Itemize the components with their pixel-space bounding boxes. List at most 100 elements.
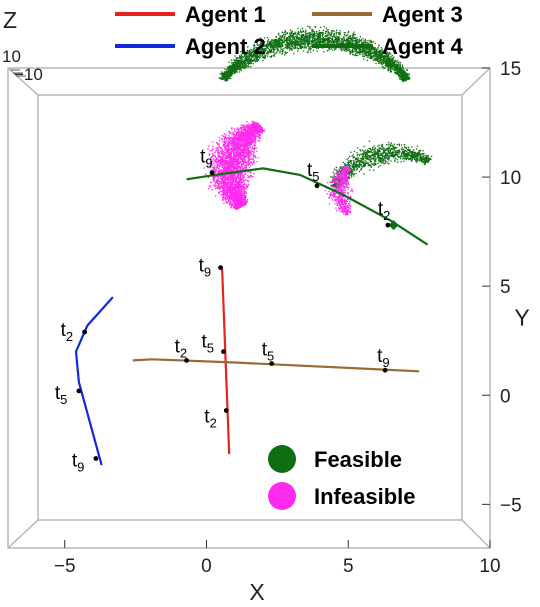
region-point (242, 179, 244, 181)
region-point (226, 79, 228, 81)
region-point (300, 31, 302, 33)
region-point (276, 41, 278, 44)
region-point (389, 67, 391, 69)
region-point (304, 35, 306, 38)
region-point (412, 156, 415, 158)
region-point (317, 37, 319, 39)
region-point (269, 49, 271, 51)
region-point (350, 168, 352, 170)
region-point (294, 43, 297, 46)
region-point (363, 40, 365, 42)
region-point (354, 33, 356, 36)
region-point (298, 34, 300, 36)
region-point (353, 150, 356, 153)
region-point (406, 75, 408, 77)
region-point (232, 169, 235, 171)
region-point (362, 154, 364, 156)
region-point (294, 33, 297, 35)
region-point (340, 42, 342, 44)
region-point (315, 41, 317, 43)
region-point (335, 35, 337, 37)
region-point (415, 148, 418, 150)
region-point (234, 134, 236, 136)
region-point (297, 40, 299, 42)
region-point (377, 54, 379, 56)
region-point (410, 150, 412, 153)
region-point (328, 39, 330, 41)
region-point (375, 50, 378, 53)
region-point (374, 58, 377, 60)
region-point (396, 147, 398, 149)
region-point (365, 54, 367, 57)
region-point (300, 43, 303, 46)
region-point (402, 153, 404, 155)
region-point (242, 168, 244, 170)
region-point (405, 157, 407, 159)
region-point (375, 160, 377, 162)
region-point (240, 54, 242, 56)
region-point (424, 158, 426, 160)
region-point (228, 61, 230, 63)
region-point (248, 158, 250, 161)
region-point (332, 171, 334, 173)
region-point (292, 34, 294, 36)
region-point (316, 38, 319, 40)
region-point (271, 47, 273, 49)
region-point (231, 66, 233, 68)
region-point (373, 48, 376, 50)
region-point (390, 154, 392, 156)
region-point (245, 57, 247, 59)
region-point (380, 58, 382, 60)
region-point (366, 51, 368, 53)
region-point (370, 166, 372, 168)
region-point (271, 39, 273, 41)
region-point (393, 146, 395, 148)
region-point (244, 62, 246, 64)
region-point (264, 50, 266, 52)
region-point (300, 47, 303, 49)
region-point (221, 134, 223, 137)
region-point (279, 37, 281, 40)
region-point (383, 67, 385, 70)
region-point (212, 145, 214, 147)
region-point (354, 48, 356, 50)
region-point (309, 40, 311, 42)
region-point (410, 152, 412, 154)
region-point (249, 54, 251, 56)
region-point (293, 44, 295, 46)
region-point (363, 165, 366, 167)
region-point (348, 173, 350, 175)
region-point (267, 40, 269, 42)
region-point (262, 42, 264, 44)
region-point (280, 47, 282, 49)
region-point (380, 63, 382, 65)
region-point (350, 163, 352, 165)
region-point (358, 38, 360, 40)
region-point (360, 153, 363, 155)
region-point (261, 44, 263, 46)
region-point (380, 52, 382, 54)
region-point (394, 151, 396, 153)
region-point (333, 42, 335, 44)
region-point (369, 159, 371, 161)
region-point (386, 161, 388, 163)
region-point (400, 71, 402, 73)
region-point (281, 34, 284, 37)
region-point (354, 40, 356, 42)
region-point (245, 59, 247, 61)
region-point (226, 74, 228, 76)
region-point (362, 49, 365, 51)
region-point (384, 156, 386, 158)
region-point (370, 40, 373, 42)
region-point (361, 50, 363, 53)
region-point (261, 49, 263, 51)
region-point (317, 47, 319, 49)
region-point (246, 49, 248, 52)
region-point (397, 67, 399, 69)
region-point (377, 156, 379, 158)
region-point (355, 42, 357, 44)
region-point (424, 162, 426, 164)
region-point (390, 144, 392, 146)
region-point (394, 70, 396, 72)
region-point (230, 198, 232, 200)
